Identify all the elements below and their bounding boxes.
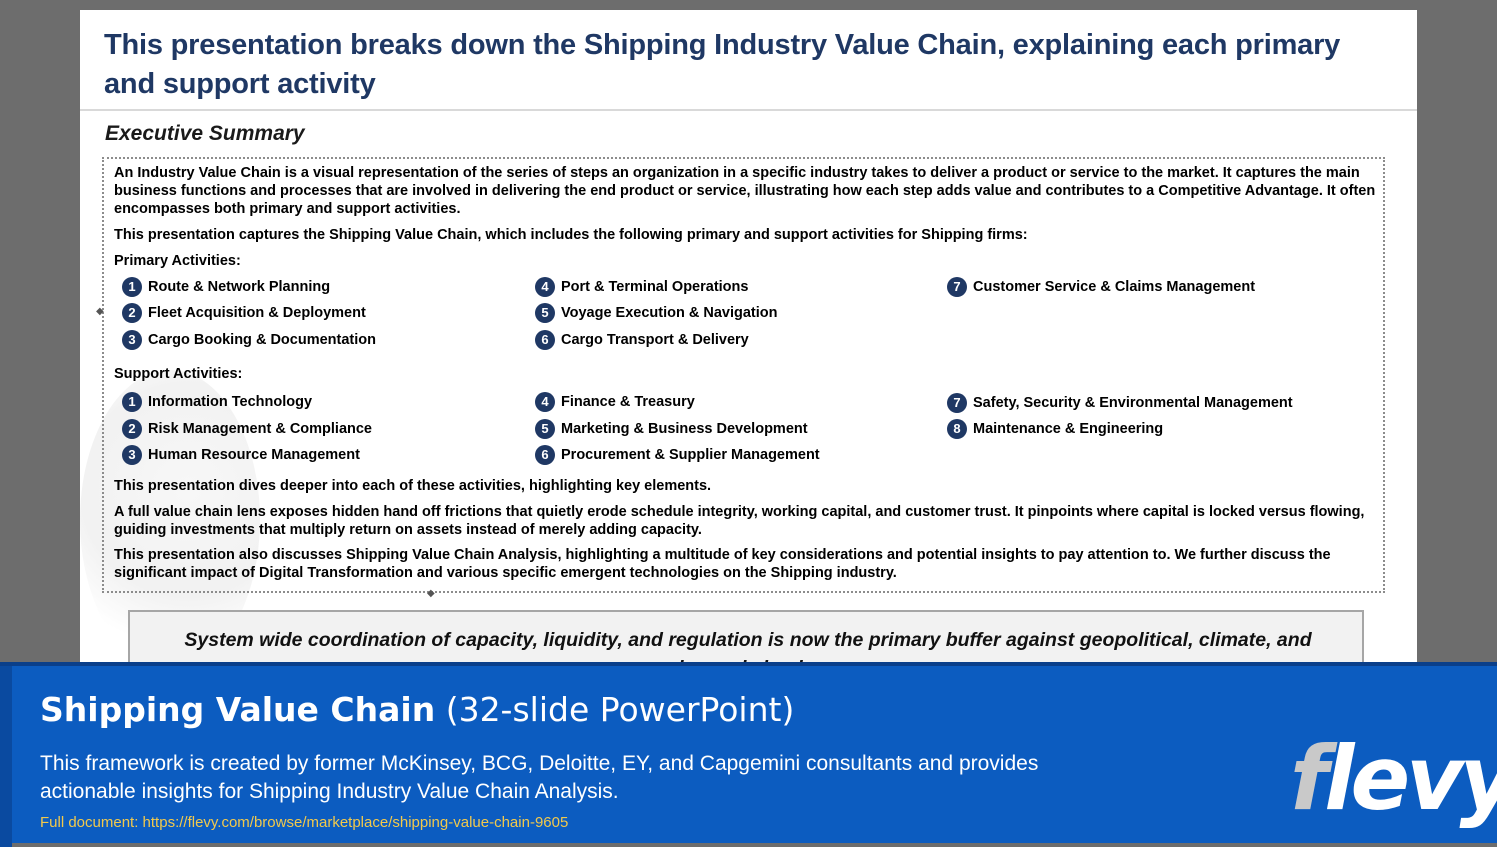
number-badge: 3 (122, 330, 142, 350)
title-divider (80, 109, 1417, 111)
promo-banner: Shipping Value Chain (32-slide PowerPoin… (0, 662, 1497, 847)
activity-label: Cargo Transport & Delivery (561, 332, 749, 348)
banner-title: Shipping Value Chain (32-slide PowerPoin… (40, 690, 794, 729)
banner-title-subtitle: (32-slide PowerPoint) (435, 690, 795, 729)
slide: This presentation breaks down the Shippi… (80, 10, 1417, 670)
primary-activity: 2 Fleet Acquisition & Deployment (122, 303, 366, 323)
activity-label: Route & Network Planning (148, 279, 331, 295)
number-badge: 5 (535, 419, 555, 439)
banner-accent (0, 666, 12, 847)
primary-activity: 6 Cargo Transport & Delivery (535, 330, 749, 350)
logo-letters: levy (1324, 727, 1497, 830)
number-badge: 2 (122, 419, 142, 439)
number-badge: 4 (535, 277, 555, 297)
support-activity: 5 Marketing & Business Development (535, 419, 808, 439)
number-badge: 5 (535, 303, 555, 323)
activity-label: Voyage Execution & Navigation (561, 305, 778, 321)
support-activity: 4 Finance & Treasury (535, 392, 695, 412)
number-badge: 1 (122, 277, 142, 297)
connector-arrow-icon: ◆ (427, 588, 435, 599)
activity-label: Safety, Security & Environmental Managem… (973, 395, 1293, 411)
number-badge: 3 (122, 445, 142, 465)
activity-label: Maintenance & Engineering (973, 421, 1164, 437)
dives-paragraph: This presentation dives deeper into each… (114, 478, 712, 494)
section-heading: Executive Summary (105, 122, 305, 145)
logo-letter-f: f (1290, 727, 1328, 830)
number-badge: 7 (947, 393, 967, 413)
activity-label: Information Technology (148, 394, 313, 410)
primary-activity: 1 Route & Network Planning (122, 277, 330, 297)
summary-box (102, 157, 1385, 593)
activity-label: Procurement & Supplier Management (561, 447, 820, 463)
activity-label: Cargo Booking & Documentation (148, 332, 376, 348)
flevy-logo[interactable]: flevy (1290, 734, 1497, 824)
support-activity: 7 Safety, Security & Environmental Manage… (947, 393, 1293, 413)
primary-activity: 4 Port & Terminal Operations (535, 277, 748, 297)
activity-label: Port & Terminal Operations (561, 279, 749, 295)
connector-arrow-icon: ◆ (96, 306, 104, 317)
banner-description: This framework is created by former McKi… (40, 752, 1039, 803)
captures-paragraph: This presentation captures the Shipping … (114, 227, 1028, 243)
support-activity: 8 Maintenance & Engineering (947, 419, 1163, 439)
number-badge: 6 (535, 330, 555, 350)
intro-paragraph: An Industry Value Chain is a visual repr… (114, 165, 1376, 217)
activity-label: Finance & Treasury (561, 394, 695, 410)
activity-label: Human Resource Management (148, 447, 360, 463)
support-activity: 6 Procurement & Supplier Management (535, 445, 820, 465)
banner-title-main: Shipping Value Chain (40, 690, 436, 729)
primary-activity: 5 Voyage Execution & Navigation (535, 303, 777, 323)
number-badge: 8 (947, 419, 967, 439)
activity-label: Risk Management & Compliance (148, 421, 372, 437)
primary-activities-label: Primary Activities: (114, 253, 241, 269)
support-activity: 1 Information Technology (122, 392, 312, 412)
number-badge: 7 (947, 277, 967, 297)
full-document-link[interactable]: Full document: https://flevy.com/browse/… (40, 814, 569, 831)
number-badge: 6 (535, 445, 555, 465)
primary-activity: 3 Cargo Booking & Documentation (122, 330, 376, 350)
primary-activity: 7 Customer Service & Claims Management (947, 277, 1255, 297)
analysis-paragraph: This presentation also discusses Shippin… (114, 547, 1331, 581)
activity-label: Fleet Acquisition & Deployment (148, 305, 366, 321)
number-badge: 2 (122, 303, 142, 323)
key-insight-box: System wide coordination of capacity, li… (128, 610, 1364, 670)
slide-title: This presentation breaks down the Shippi… (104, 29, 1341, 100)
activity-label: Marketing & Business Development (561, 421, 808, 437)
support-activity: 2 Risk Management & Compliance (122, 419, 372, 439)
support-activities-label: Support Activities: (114, 366, 243, 382)
number-badge: 4 (535, 392, 555, 412)
number-badge: 1 (122, 392, 142, 412)
lens-paragraph: A full value chain lens exposes hidden h… (114, 504, 1365, 538)
support-activity: 3 Human Resource Management (122, 445, 360, 465)
activity-label: Customer Service & Claims Management (973, 279, 1256, 295)
